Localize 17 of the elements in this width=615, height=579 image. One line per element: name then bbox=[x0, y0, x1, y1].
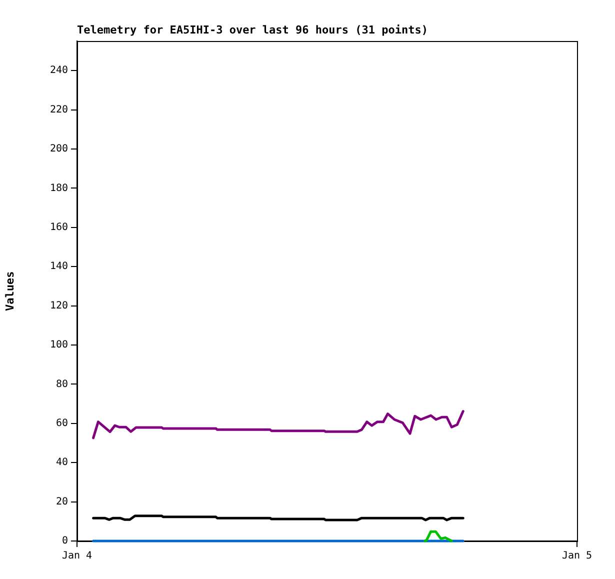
y-tick-label: 140 bbox=[50, 261, 68, 272]
y-tick-label: 0 bbox=[62, 536, 68, 547]
y-tick-label: 160 bbox=[50, 222, 68, 233]
y-tick-label: 100 bbox=[50, 340, 68, 351]
y-tick-label: 200 bbox=[50, 144, 68, 155]
x-tick-label: Jan 4 bbox=[62, 550, 92, 562]
y-tick-label: 120 bbox=[50, 300, 68, 312]
y-tick-label: 40 bbox=[56, 457, 68, 468]
chart-title: Telemetry for EA5IHI-3 over last 96 hours (31 points) bbox=[77, 23, 428, 36]
y-tick-label: 60 bbox=[56, 418, 68, 429]
y-tick-label: 80 bbox=[56, 378, 68, 390]
y-tick-label: 220 bbox=[50, 104, 68, 116]
x-tick-label: Jan 5 bbox=[562, 550, 592, 562]
y-tick-label: 180 bbox=[50, 182, 68, 194]
y-tick-label: 20 bbox=[56, 496, 68, 508]
y-tick-label: 240 bbox=[50, 65, 68, 76]
y-axis-title: Values bbox=[3, 271, 16, 311]
